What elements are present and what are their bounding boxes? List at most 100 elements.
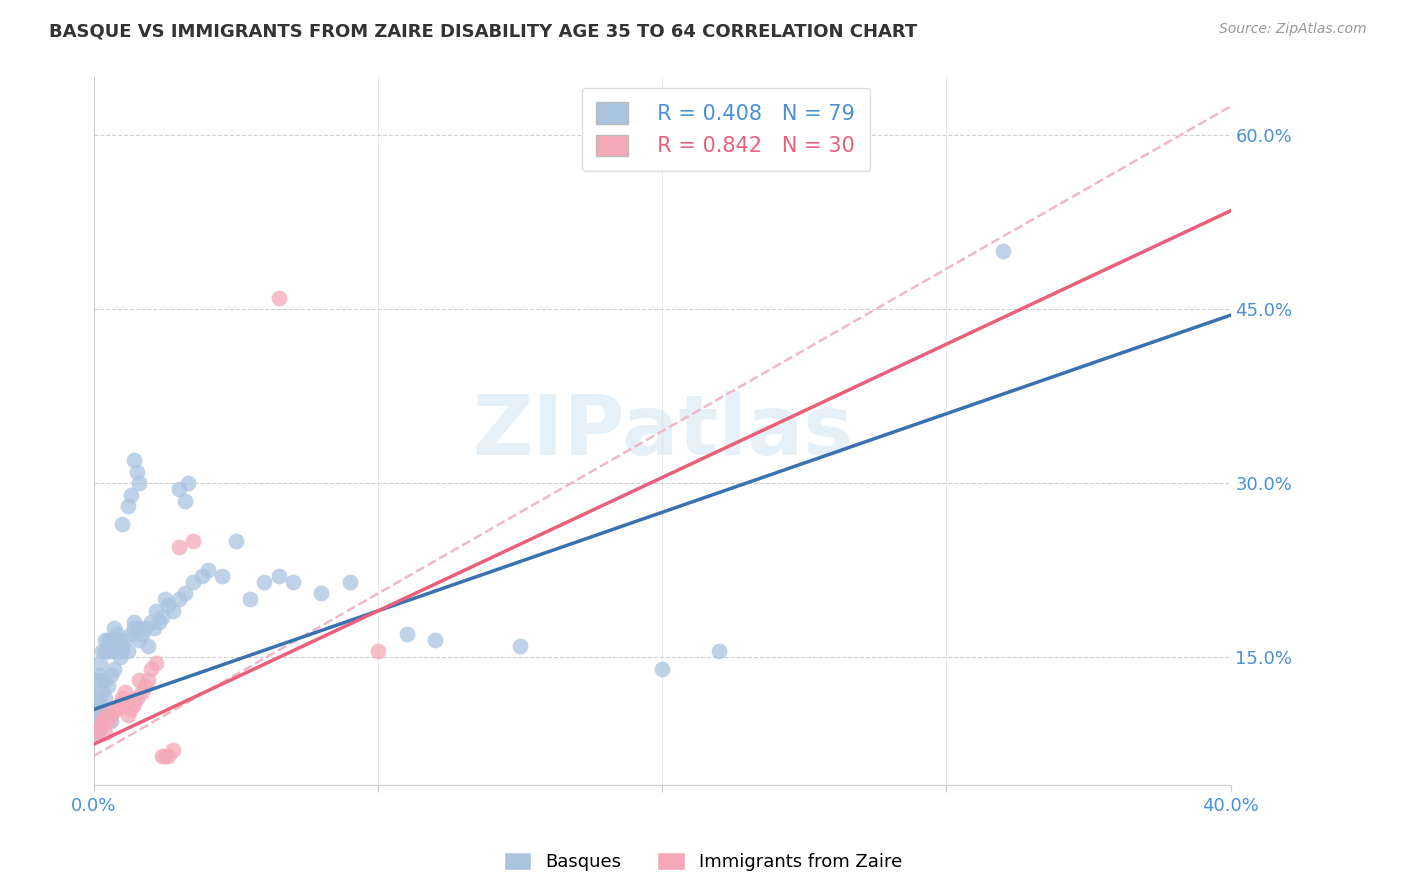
Point [125,690,148,705]
Point [651,662,673,676]
Point [122,621,145,635]
Point [86,708,108,723]
Legend:   R = 0.408   N = 79,   R = 0.842   N = 30: R = 0.408 N = 79, R = 0.842 N = 30 [582,87,870,171]
Point [97,714,120,728]
Legend: Basques, Immigrants from Zaire: Basques, Immigrants from Zaire [496,845,910,879]
Point [142,621,165,635]
Point [103,621,125,635]
Point [89,685,111,699]
Point [707,644,730,658]
Point [91,714,114,728]
Point [225,534,247,549]
Point [156,598,179,612]
Point [94,690,117,705]
Point [97,632,120,647]
Text: BASQUE VS IMMIGRANTS FROM ZAIRE DISABILITY AGE 35 TO 64 CORRELATION CHART: BASQUE VS IMMIGRANTS FROM ZAIRE DISABILI… [49,22,918,40]
Point [134,621,156,635]
Point [267,569,290,583]
Point [100,708,122,723]
Point [120,627,142,641]
Point [167,540,190,554]
Point [183,574,205,589]
Point [89,667,111,681]
Point [145,604,167,618]
Point [191,569,214,583]
Point [153,592,176,607]
Point [89,656,111,670]
Point [103,632,125,647]
Point [128,476,150,491]
Point [993,244,1015,259]
Point [91,702,114,716]
Point [197,563,219,577]
Point [91,714,114,728]
Point [239,592,262,607]
Point [91,673,114,688]
Point [86,673,108,688]
Point [86,725,108,739]
Point [105,644,128,658]
Point [156,748,179,763]
Point [89,708,111,723]
Point [173,586,195,600]
Point [108,650,131,665]
Point [105,627,128,641]
Point [177,476,200,491]
Point [117,500,139,514]
Point [97,679,120,693]
Point [148,615,170,630]
Point [117,644,139,658]
Point [120,488,142,502]
Point [94,644,117,658]
Point [89,720,111,734]
Point [89,697,111,711]
Point [97,644,120,658]
Point [167,482,190,496]
Text: ZIPatlas: ZIPatlas [472,391,853,472]
Point [122,615,145,630]
Point [139,615,162,630]
Point [211,569,233,583]
Point [108,632,131,647]
Point [94,708,117,723]
Point [108,697,131,711]
Point [267,291,290,305]
Point [91,644,114,658]
Point [136,639,159,653]
Point [162,604,184,618]
Point [145,656,167,670]
Point [423,632,446,647]
Text: Source: ZipAtlas.com: Source: ZipAtlas.com [1219,22,1367,37]
Point [128,673,150,688]
Point [86,690,108,705]
Point [153,748,176,763]
Point [86,725,108,739]
Point [131,685,153,699]
Point [111,644,134,658]
Point [89,720,111,734]
Point [173,493,195,508]
Point [125,621,148,635]
Point [128,632,150,647]
Point [367,644,389,658]
Point [395,627,418,641]
Point [339,574,361,589]
Point [122,697,145,711]
Point [120,702,142,716]
Point [162,743,184,757]
Point [97,708,120,723]
Point [111,690,134,705]
Point [103,662,125,676]
Point [117,708,139,723]
Point [105,702,128,716]
Point [134,679,156,693]
Point [94,673,117,688]
Point [139,662,162,676]
Point [125,465,148,479]
Point [183,534,205,549]
Point [150,609,173,624]
Point [167,592,190,607]
Point [114,632,136,647]
Point [100,714,122,728]
Point [91,685,114,699]
